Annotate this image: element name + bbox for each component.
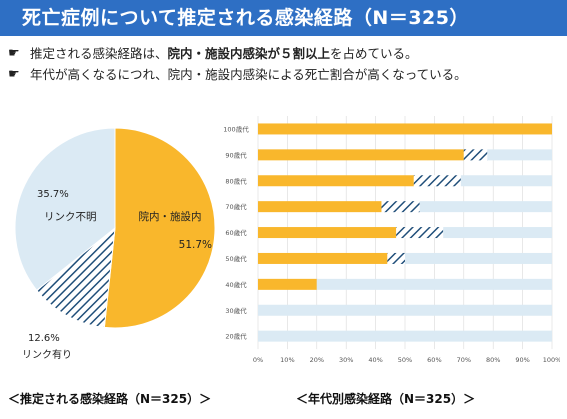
x-tick-label: 50% [398,356,412,364]
pie-value-unknown: 35.7% [37,189,69,200]
pie-label-known: リンク有り [22,348,72,361]
bullet-emphasis: 院内・施設内感染が５割以上 [167,46,331,61]
bar-segment-1 [413,175,461,187]
pie-caption: ＜推定される感染経路（N＝325）＞ [8,392,212,406]
bar-chart: 100歳代 90歳代 80歳代 70歳代 60歳代 50歳代 40歳代 30歳代 20歳代 0%… [223,116,560,364]
bar-segment-2 [419,201,552,213]
pie-slice-hospital [103,127,215,329]
bar-segment-0 [258,227,397,239]
y-tick-label: 60歳代 [225,228,247,237]
x-tick-label: 80% [486,356,500,364]
pie-value-hospital: 51.7% [179,239,212,251]
bar-segment-0 [258,278,317,290]
bullet-item: ☛ 推定される感染経路は、院内・施設内感染が５割以上を占めている。 [8,44,563,63]
x-tick-label: 20% [310,356,324,364]
x-tick-label: 10% [280,356,294,364]
bar-segment-2 [405,252,552,264]
pie-slice-known [36,226,116,328]
pointing-hand-icon: ☛ [8,46,20,61]
pointing-hand-icon: ☛ [8,67,20,82]
bar-segment-1 [396,227,444,239]
bullet-text: 年代が高くなるにつれ、院内・施設内感染による死亡割合が高くなっている。 [30,67,467,82]
y-tick-label: 100歳代 [223,124,249,133]
bar-segment-2 [316,278,552,290]
bar-segment-0 [258,149,464,161]
pie-chart: 院内・施設内 51.7% 12.6% リンク有り 35.7% リンク不明 [14,127,215,361]
y-tick-label: 40歳代 [225,280,247,289]
x-tick-label: 90% [515,356,529,364]
x-tick-label: 0% [253,356,263,364]
bar-segment-2 [443,227,552,239]
x-tick-label: 70% [457,356,471,364]
x-tick-label: 40% [368,356,382,364]
pie-slice-unknown [14,127,116,291]
y-tick-label: 30歳代 [225,306,247,315]
bullet-item: ☛ 年代が高くなるにつれ、院内・施設内感染による死亡割合が高くなっている。 [8,65,563,84]
bar-segment-1 [387,252,405,264]
y-tick-label: 20歳代 [225,332,247,341]
x-tick-label: 30% [339,356,353,364]
bar-segment-0 [258,201,382,213]
y-tick-label: 70歳代 [225,202,247,211]
bar-segment-1 [381,201,420,213]
bar-caption: ＜年代別感染経路（N＝325）＞ [296,392,476,406]
x-tick-label: 60% [427,356,441,364]
y-tick-label: 50歳代 [225,254,247,263]
bar-segment-2 [258,330,552,342]
x-tick-label: 100% [543,356,560,364]
bullet-text: 推定される感染経路は、院内・施設内感染が５割以上を占めている。 [30,46,418,61]
bar-segment-0 [258,123,552,135]
bar-segment-2 [258,304,552,316]
bar-segment-0 [258,175,414,187]
bar-segment-2 [487,149,552,161]
y-tick-label: 80歳代 [225,176,247,185]
bullet-list: ☛ 推定される感染経路は、院内・施設内感染が５割以上を占めている。 ☛ 年代が高… [8,44,563,86]
y-tick-label: 90歳代 [225,150,247,159]
bar-segment-1 [463,149,488,161]
pie-value-known: 12.6% [28,333,60,344]
bar-segment-2 [460,175,552,187]
pie-label-unknown: リンク不明 [44,211,97,223]
pie-label-hospital: 院内・施設内 [139,210,202,223]
bar-segment-0 [258,252,388,264]
page-title: 死亡症例について推定される感染経路（N＝325） [0,0,567,36]
